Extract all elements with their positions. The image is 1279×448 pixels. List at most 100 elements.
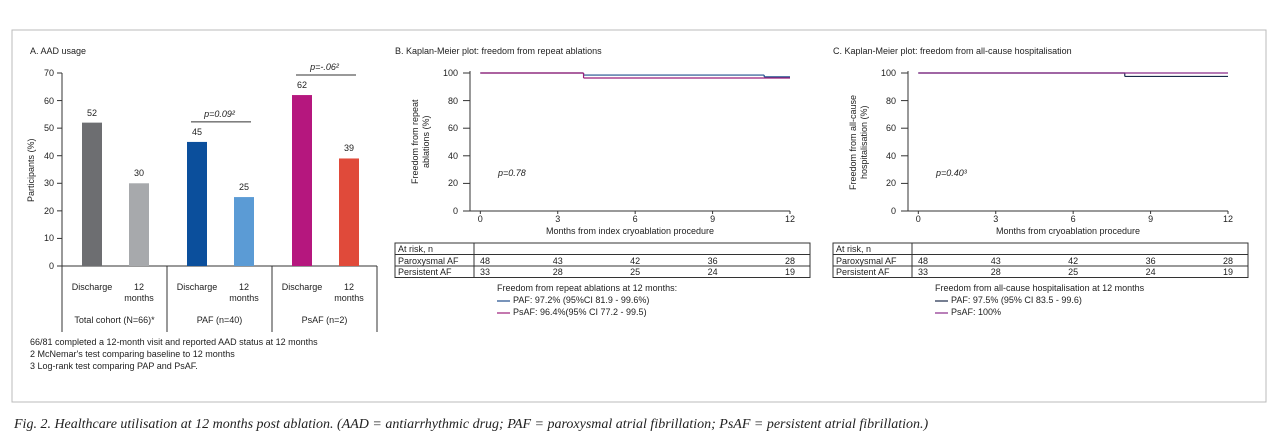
group-label: Total cohort (N=66)* [74, 315, 155, 325]
y-tick-label: 60 [43, 95, 54, 106]
risk-table-row-label: Paroxysmal AF [398, 255, 459, 266]
y-tick-label: 50 [43, 123, 54, 134]
bar [82, 122, 102, 266]
legend-label: PsAF: 100% [951, 307, 1002, 317]
y-tick-label: 30 [43, 178, 54, 189]
y-tick-label: 60 [885, 123, 896, 134]
x-tick-label: Discharge [281, 282, 323, 292]
p-value-annotation: p=0.40³ [936, 168, 967, 178]
y-tick-label: 80 [885, 95, 896, 106]
footnote: 66/81 completed a 12-month visit and rep… [30, 337, 318, 347]
legend-label: PsAF: 96.4%(95% CI 77.2 - 99.5) [513, 307, 647, 317]
risk-table-cell: 24 [1145, 267, 1156, 277]
risk-table-cell: 42 [630, 255, 641, 266]
bar [292, 95, 312, 266]
x-tick-label: 6 [632, 214, 638, 224]
risk-table-frame [832, 242, 1249, 278]
risk-table-cell: 28 [990, 267, 1001, 277]
bar [339, 158, 359, 266]
risk-table-cell: 19 [784, 267, 795, 277]
x-tick-label: Discharge [176, 282, 218, 292]
x-tick-label: 0 [477, 214, 483, 224]
risk-table-cell: 48 [479, 255, 490, 266]
risk-table-cell: 42 [1068, 255, 1079, 266]
bar-value-label: 25 [238, 182, 249, 193]
y-tick-label: 60 [447, 123, 458, 134]
risk-table-cell: 25 [630, 267, 641, 277]
legend-label: PAF: 97.2% (95%CI 81.9 - 99.6%) [513, 295, 650, 305]
y-axis-label: Participants (%) [26, 137, 36, 202]
y-tick-label: 0 [48, 261, 54, 271]
x-tick-label: 9 [1148, 214, 1154, 224]
bar [187, 141, 207, 266]
p-value-annotation: p=0.09² [204, 108, 235, 119]
chart-title: C. Kaplan-Meier plot: freedom from all-c… [833, 46, 1072, 56]
y-axis-label: Freedom from all-cause hospitalisation (… [848, 94, 869, 190]
risk-table-header: At risk, n [836, 244, 872, 254]
x-tick-label: 12 months [229, 282, 259, 303]
x-tick-label: Discharge [71, 282, 113, 292]
risk-table-header: At risk, n [398, 244, 434, 254]
x-tick-label: 12 months [334, 282, 364, 303]
x-tick-label: 12 [784, 214, 795, 224]
figure-caption: Fig. 2. Healthcare utilisation at 12 mon… [14, 417, 929, 432]
y-tick-label: 20 [885, 178, 896, 189]
y-tick-label: 0 [452, 206, 458, 216]
chart-title: B. Kaplan-Meier plot: freedom from repea… [395, 46, 602, 56]
p-value-annotation: p=-.06² [310, 62, 339, 73]
legend-title: Freedom from repeat ablations at 12 mont… [497, 283, 678, 293]
x-tick-label: 3 [555, 214, 561, 224]
y-tick-label: 100 [880, 68, 896, 78]
y-tick-label: 40 [447, 150, 458, 161]
bar-value-label: 62 [296, 80, 307, 91]
risk-table-cell: 24 [707, 267, 718, 277]
legend-label: PAF: 97.5% (95% CI 83.5 - 99.6) [951, 295, 1082, 305]
bar [129, 183, 149, 266]
risk-table-cell: 36 [1145, 255, 1156, 266]
x-tick-label: 9 [710, 214, 716, 224]
y-tick-label: 20 [43, 205, 54, 216]
group-label: PsAF (n=2) [301, 315, 348, 325]
risk-table-cell: 43 [990, 255, 1001, 266]
figure-frame [11, 29, 1267, 403]
risk-table-cell: 19 [1222, 267, 1233, 277]
bar-value-label: 45 [191, 126, 202, 137]
y-tick-label: 80 [447, 95, 458, 106]
x-axis-label: Months from cryoablation procedure [995, 226, 1141, 236]
risk-table-cell: 28 [1222, 255, 1233, 266]
y-tick-label: 20 [447, 178, 458, 189]
risk-table-cell: 43 [552, 255, 563, 266]
bar [234, 197, 254, 266]
risk-table-frame [394, 242, 811, 278]
risk-table-cell: 28 [552, 267, 563, 277]
chart-title: A. AAD usage [30, 46, 87, 56]
y-tick-label: 70 [43, 68, 54, 78]
y-tick-label: 0 [890, 206, 896, 216]
bar-value-label: 39 [343, 143, 354, 154]
y-tick-label: 40 [43, 150, 54, 161]
risk-table-cell: 28 [784, 255, 795, 266]
y-tick-label: 100 [442, 68, 458, 78]
risk-table-row-label: Persistent AF [836, 267, 890, 277]
y-tick-label: 40 [885, 150, 896, 161]
footnote: 2 McNemar's test comparing baseline to 1… [30, 349, 235, 359]
risk-table-cell: 33 [917, 267, 928, 277]
x-tick-label: 12 months [124, 282, 154, 303]
bar-value-label: 30 [133, 168, 144, 179]
x-tick-label: 12 [1222, 214, 1233, 224]
risk-table-row-label: Paroxysmal AF [836, 255, 897, 266]
risk-table-cell: 33 [479, 267, 490, 277]
risk-table-cell: 25 [1068, 267, 1079, 277]
footnote: 3 Log-rank test comparing PAP and PsAF. [30, 361, 198, 371]
x-tick-label: 3 [993, 214, 999, 224]
legend-title: Freedom from all-cause hospitalisation a… [935, 283, 1145, 293]
risk-table-row-label: Persistent AF [398, 267, 452, 277]
risk-table-cell: 36 [707, 255, 718, 266]
group-label: PAF (n=40) [196, 315, 243, 325]
x-tick-label: 0 [915, 214, 921, 224]
p-value-annotation: p=0.78 [498, 168, 526, 178]
x-tick-label: 6 [1070, 214, 1076, 224]
y-axis-label: Freedom from repeat ablations (%) [410, 99, 431, 185]
